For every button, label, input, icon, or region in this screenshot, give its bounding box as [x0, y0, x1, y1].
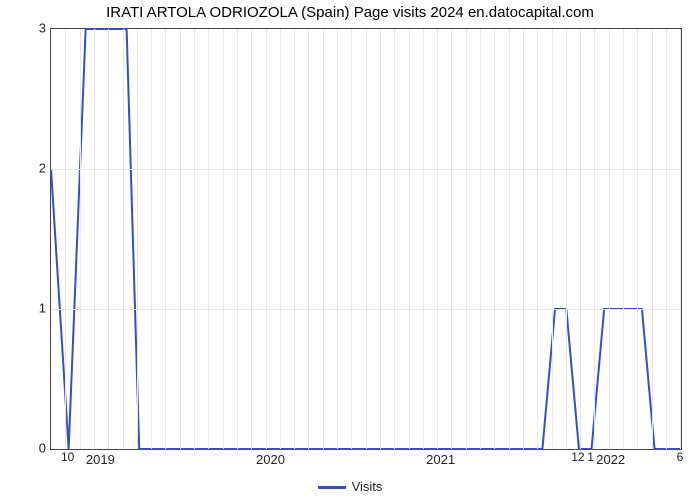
gridline-v	[437, 29, 438, 449]
gridline-v	[180, 29, 181, 449]
gridline-v	[609, 29, 610, 449]
gridline-v	[423, 29, 424, 449]
gridline-v	[666, 29, 667, 449]
gridline-v	[537, 29, 538, 449]
gridline-v	[466, 29, 467, 449]
gridline-v	[323, 29, 324, 449]
gridline-v	[552, 29, 553, 449]
gridline-v	[523, 29, 524, 449]
gridline-v	[509, 29, 510, 449]
y-tick-label: 0	[6, 441, 46, 456]
gridline-v	[137, 29, 138, 449]
gridline-v	[566, 29, 567, 449]
point-label: 12	[571, 450, 584, 464]
gridline-v	[623, 29, 624, 449]
legend: Visits	[0, 479, 700, 494]
gridline-v	[223, 29, 224, 449]
x-tick-label: 2019	[86, 452, 115, 467]
gridline-v	[451, 29, 452, 449]
gridline-v	[394, 29, 395, 449]
gridline-v	[194, 29, 195, 449]
gridline-v	[480, 29, 481, 449]
y-tick-label: 3	[6, 21, 46, 36]
legend-label: Visits	[352, 479, 383, 494]
gridline-v	[652, 29, 653, 449]
legend-swatch	[318, 486, 346, 489]
gridline-v	[108, 29, 109, 449]
visits-chart: IRATI ARTOLA ODRIOZOLA (Spain) Page visi…	[0, 0, 700, 500]
point-label: 6	[677, 450, 684, 464]
gridline-v	[80, 29, 81, 449]
gridline-v	[308, 29, 309, 449]
gridline-v	[380, 29, 381, 449]
gridline-v	[409, 29, 410, 449]
gridline-v	[165, 29, 166, 449]
gridline-v	[151, 29, 152, 449]
gridline-v	[637, 29, 638, 449]
gridline-v	[337, 29, 338, 449]
chart-title: IRATI ARTOLA ODRIOZOLA (Spain) Page visi…	[0, 4, 700, 21]
gridline-v	[251, 29, 252, 449]
x-tick-label: 2021	[426, 452, 455, 467]
gridline-v	[366, 29, 367, 449]
y-tick-label: 1	[6, 301, 46, 316]
point-label: 1	[587, 450, 594, 464]
gridline-v	[594, 29, 595, 449]
gridline-v	[266, 29, 267, 449]
gridline-v	[580, 29, 581, 449]
gridline-v	[494, 29, 495, 449]
gridline-v	[680, 29, 681, 449]
gridline-v	[94, 29, 95, 449]
gridline-v	[237, 29, 238, 449]
x-tick-label: 2022	[596, 452, 625, 467]
gridline-v	[208, 29, 209, 449]
y-tick-label: 2	[6, 161, 46, 176]
gridline-v	[294, 29, 295, 449]
gridline-v	[65, 29, 66, 449]
point-label: 10	[61, 450, 74, 464]
gridline-v	[123, 29, 124, 449]
gridline-v	[351, 29, 352, 449]
x-tick-label: 2020	[256, 452, 285, 467]
plot-area	[50, 28, 682, 450]
gridline-v	[280, 29, 281, 449]
